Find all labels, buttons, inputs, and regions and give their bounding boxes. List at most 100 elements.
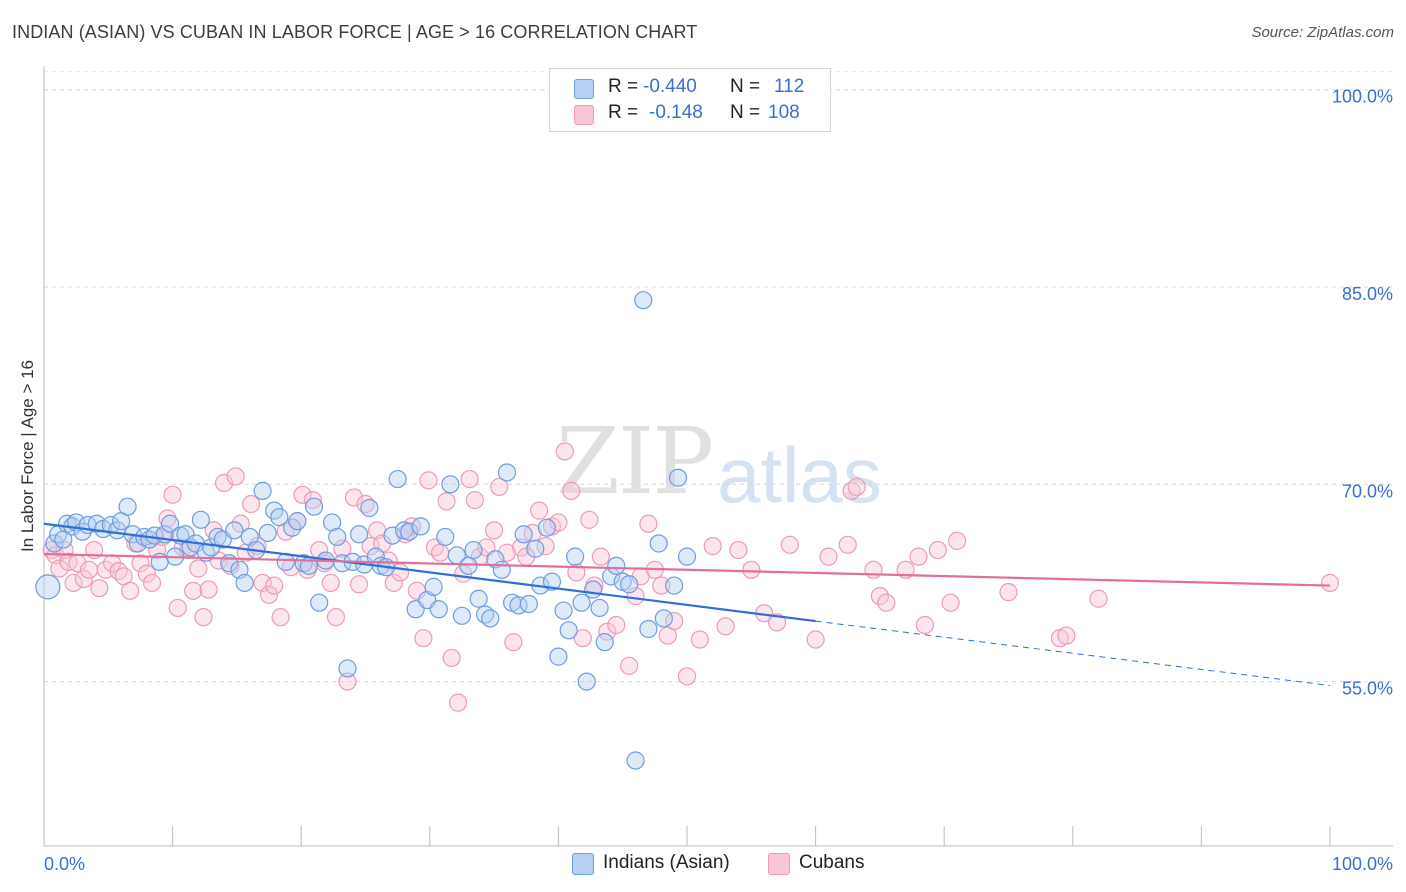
cubans-point [265, 576, 284, 595]
cubans-point [490, 477, 509, 497]
legend-r-value: -0.440 [643, 76, 697, 97]
cubans-point [419, 471, 438, 490]
legend: R = -0.440 N = 112 R = -0.148 N = 108 [549, 68, 831, 132]
cubans-point [928, 540, 947, 560]
watermark-atlas: atlas [717, 431, 882, 519]
cubans-point [253, 573, 272, 593]
bottom-legend-swatch-cubans [768, 853, 790, 875]
cubans-point [407, 581, 427, 600]
cubans-point [184, 581, 203, 600]
indians-point [526, 539, 545, 558]
cubans-point [168, 598, 187, 618]
cubans-point [338, 672, 357, 691]
y-tick-label: 70.0% [1342, 481, 1393, 501]
indians-point [270, 508, 289, 527]
cubans-point [109, 562, 128, 581]
indians-point [288, 512, 307, 531]
cubans-point [199, 580, 218, 599]
x-tick-label: 0.0% [44, 854, 85, 874]
indians-point [35, 574, 61, 600]
indians-point [304, 497, 324, 516]
cubans-point [189, 559, 208, 578]
indians-point [235, 573, 254, 593]
cubans-point [598, 622, 617, 641]
indians-point [225, 521, 244, 540]
indians-points [35, 291, 697, 770]
indians-point [554, 601, 573, 620]
y-tick-label: 55.0% [1342, 679, 1393, 699]
indians-point [665, 576, 684, 595]
indians-point [486, 550, 505, 569]
indians-point [360, 498, 379, 518]
indians-point [626, 751, 645, 770]
legend-swatch-cubans [574, 105, 594, 125]
cubans-point [703, 537, 722, 556]
cubans-point [361, 537, 380, 556]
cubans-point [465, 490, 484, 510]
cubans-point [214, 473, 234, 493]
cubans-point [142, 573, 162, 593]
indians-point [549, 647, 568, 666]
cubans-point [729, 540, 748, 560]
cubans-point [806, 630, 825, 649]
cubans-point [877, 593, 896, 612]
indians-point [424, 577, 443, 596]
indians-point [492, 560, 511, 579]
indians-point [677, 547, 697, 566]
cubans-point [838, 535, 857, 554]
cubans-point [716, 617, 735, 636]
indians-point [338, 659, 357, 678]
cubans-point [639, 514, 658, 533]
indians-trend-line [43, 522, 816, 623]
cubans-point [333, 539, 352, 558]
y-tick-label: 100.0% [1332, 87, 1393, 107]
cubans-point [580, 510, 599, 529]
legend-row-indians: R = -0.440 N = 112 [550, 76, 830, 100]
watermark-zip: ZIP [556, 408, 714, 515]
indians-point [294, 554, 313, 573]
indians-point [411, 517, 430, 536]
cubans-point [437, 492, 456, 511]
indians-point [436, 527, 455, 547]
y-tick-label: 85.0% [1342, 284, 1393, 304]
cubans-point [259, 585, 279, 604]
cubans-point [999, 583, 1018, 602]
cubans-point [50, 559, 69, 578]
trend-lines [43, 522, 1331, 687]
cubans-point [485, 521, 504, 540]
x-tick-label: 100.0% [1332, 854, 1393, 874]
cubans-point [121, 581, 140, 600]
indians-point [328, 527, 347, 547]
chart-source: Source: ZipAtlas.com [1251, 24, 1394, 41]
indians-point [253, 481, 272, 500]
cubans-point [504, 633, 523, 652]
indians-point [566, 547, 585, 566]
cubans-point [430, 543, 450, 562]
bottom-legend-label-indians: Indians (Asian) [603, 852, 730, 873]
legend-r-label: R = [608, 76, 639, 97]
cubans-point [326, 608, 346, 627]
cubans-point [620, 656, 639, 675]
indians-point [595, 633, 614, 652]
legend-n-label: N = [730, 102, 761, 123]
indians-point [45, 534, 64, 553]
indians-point [383, 526, 402, 545]
indians-point [429, 600, 448, 619]
cubans-point [690, 630, 709, 649]
cubans-point [344, 488, 364, 507]
indians-point [634, 291, 653, 310]
legend-row-cubans: R = -0.148 N = 108 [550, 102, 830, 126]
cubans-point [131, 554, 150, 573]
indians-point [310, 593, 329, 612]
cubans-trend-line [43, 552, 1331, 587]
cubans-point [562, 481, 581, 500]
indians-point [668, 468, 688, 487]
indians-point [519, 594, 538, 614]
cubans-point [1057, 626, 1076, 645]
indians-point [464, 540, 483, 560]
legend-n-value: 108 [768, 102, 800, 123]
cubans-point [947, 531, 967, 550]
indians-point [537, 518, 556, 537]
indians-point [118, 497, 137, 516]
indians-point [514, 525, 533, 544]
